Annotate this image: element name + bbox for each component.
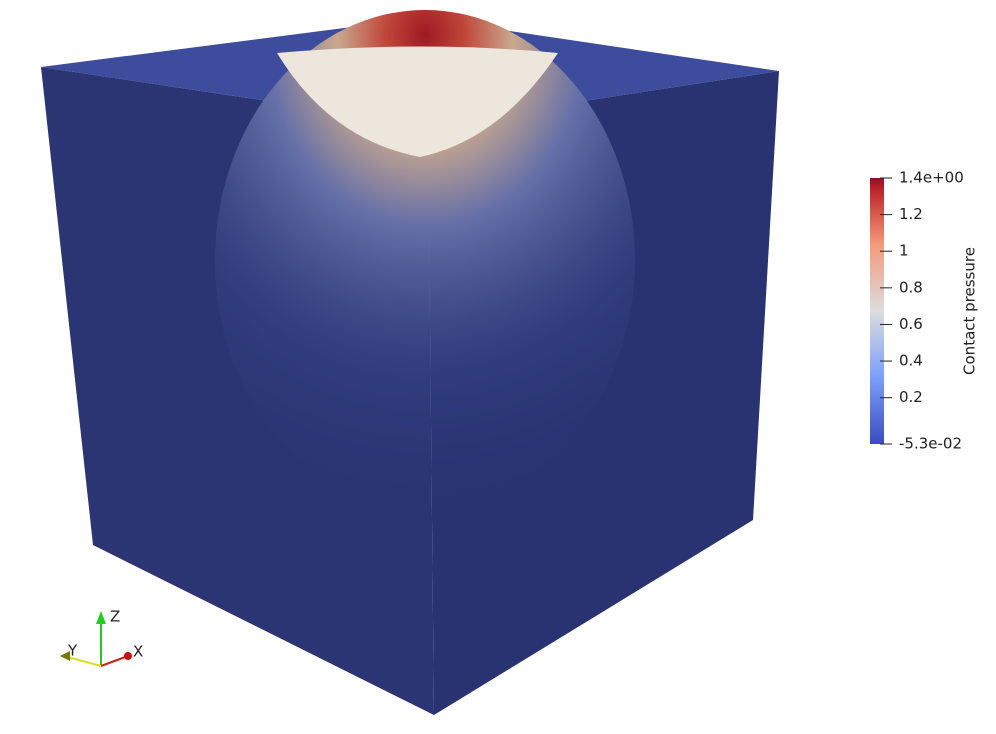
pressure-field [215,10,635,510]
colorbar-title: Contact pressure [961,247,979,375]
y-arrow [60,651,70,661]
y-axis [63,655,102,667]
colorbar-tick-label: 1 [899,242,909,260]
colorbar-gradient [870,178,884,444]
cube [41,10,779,715]
x-arrow [124,652,132,660]
y-label: Y [67,642,78,660]
x-label: X [133,643,143,661]
colorbar-ticks: 1.4e+00 1.2 1 0.8 0.6 0.4 0.2 -5.3e-02 [880,169,964,453]
colorbar: Contact pressure 1.4e+00 1.2 1 0.8 0.6 0.4 0.2… [870,169,979,453]
z-label: Z [110,608,120,626]
z-arrow [96,611,106,624]
axes-triad: Z X Y [60,608,143,667]
colorbar-tick-label: -5.3e-02 [899,435,962,453]
colorbar-tick-label: 0.6 [899,315,923,333]
colorbar-tick-label: 0.2 [899,388,923,406]
x-axis [100,655,129,667]
colorbar-tick-label: 1.4e+00 [899,169,964,187]
colorbar-tick-label: 0.4 [899,352,923,370]
colorbar-tick-label: 0.8 [899,278,923,296]
colorbar-tick-label: 1.2 [899,205,923,223]
indenter [277,46,558,157]
